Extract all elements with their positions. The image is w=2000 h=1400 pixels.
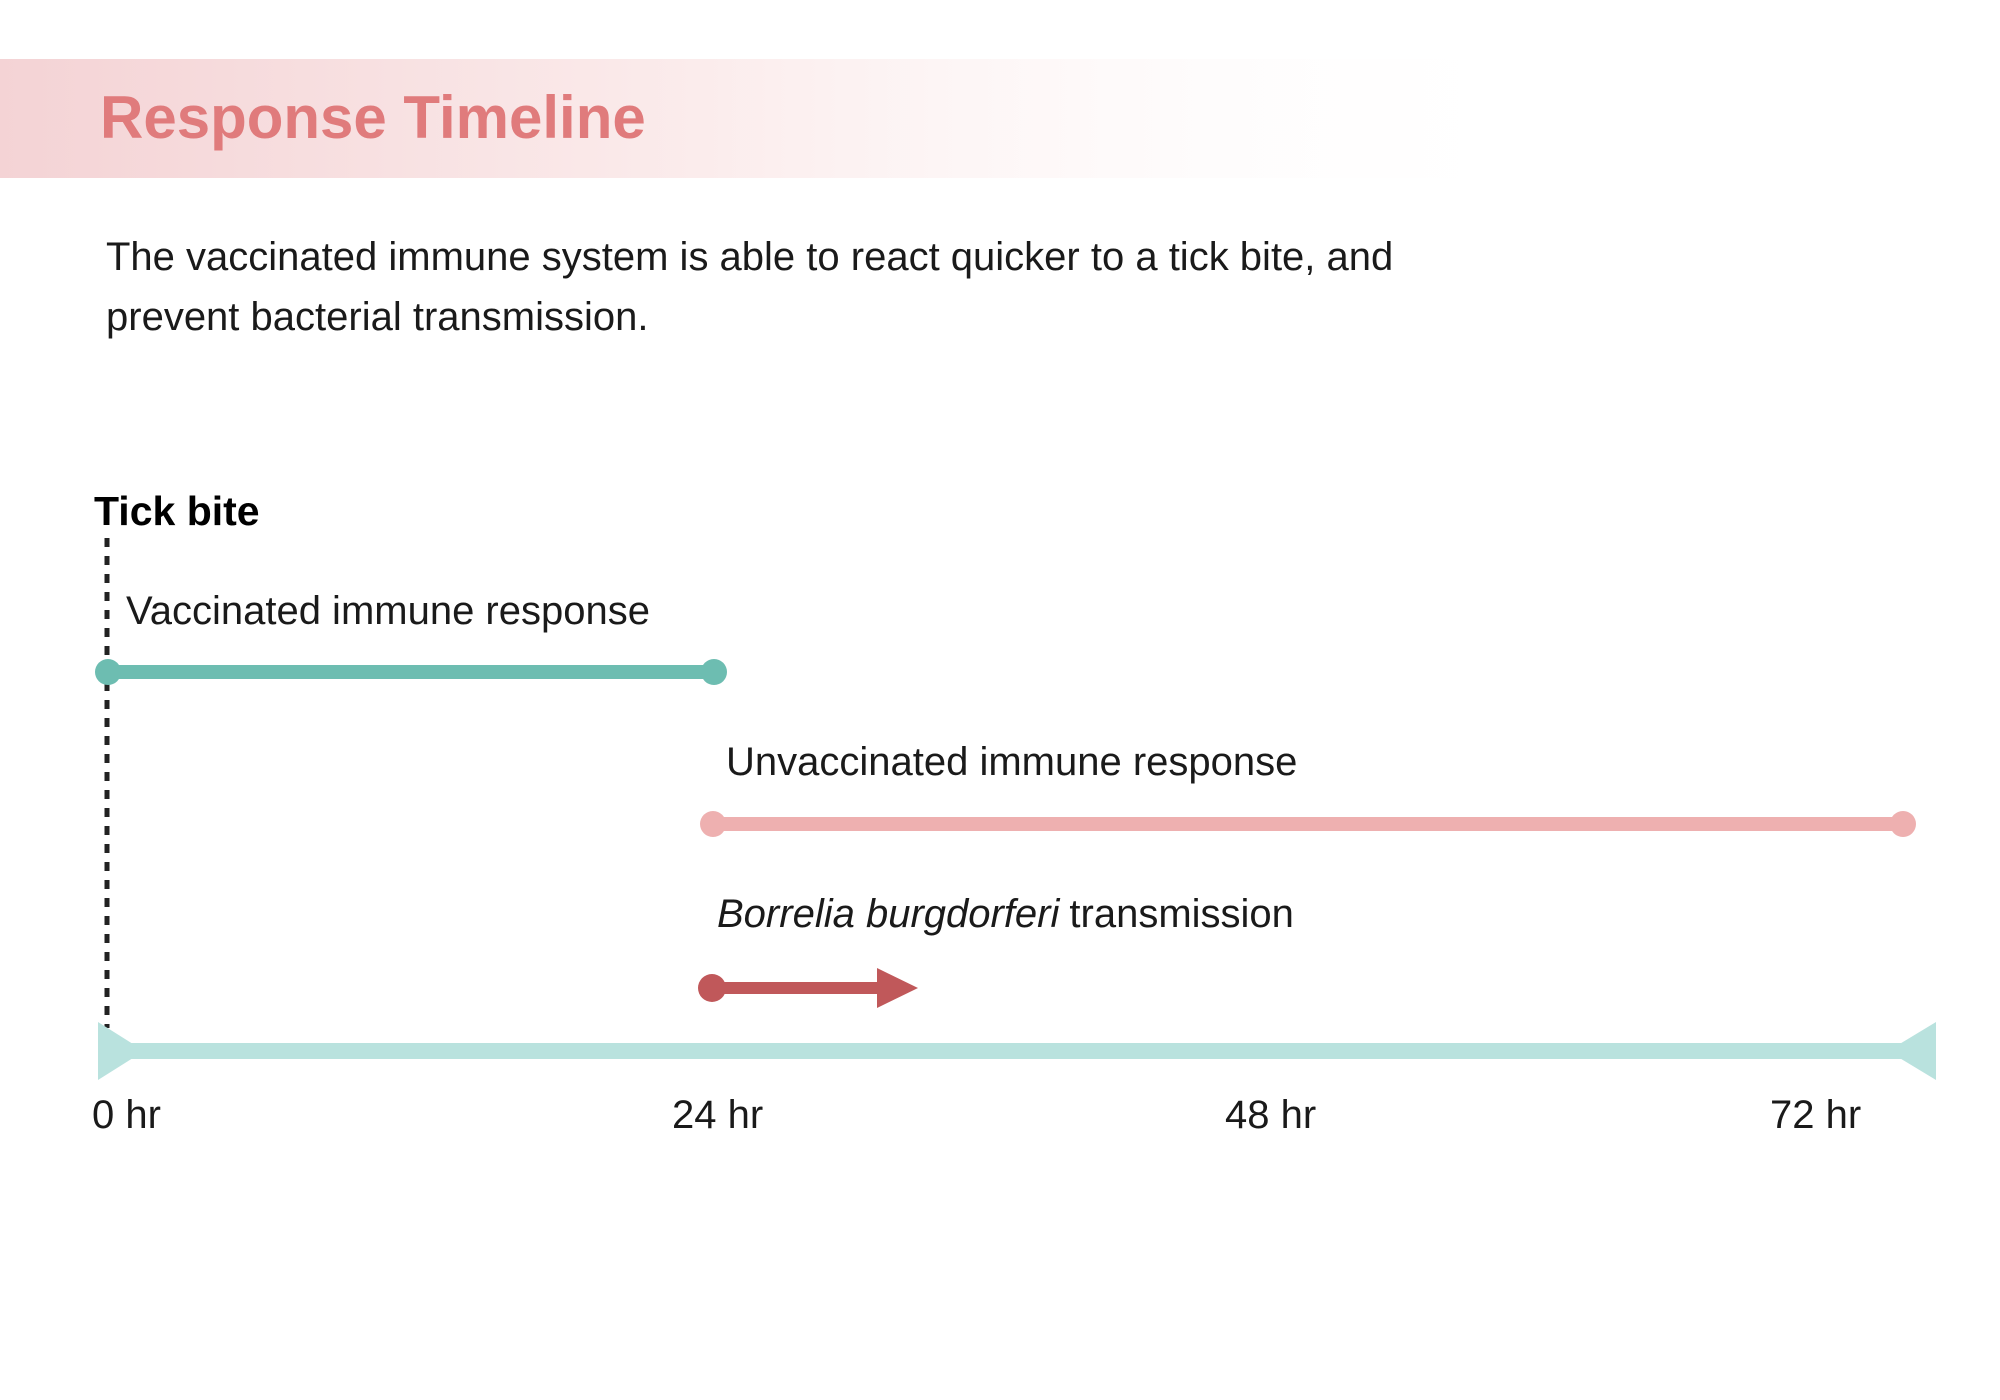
tick-label: 48 hr [1225,1093,1316,1137]
unvaccinated-label: Unvaccinated immune response [726,740,1297,784]
arrow-start [698,974,726,1002]
organism-name: Borrelia burgdorferi [717,892,1060,936]
tick-label: 24 hr [672,1093,763,1137]
axis-end [98,1022,144,1080]
tick-label: 0 hr [92,1093,161,1137]
title: Response Timeline [100,84,646,151]
bar-end [1890,811,1916,837]
arrow-head [877,968,918,1008]
header-band [0,59,1560,178]
bar-end [701,659,727,685]
bar-end [700,811,726,837]
bar-end [95,659,121,685]
vaccinated-label: Vaccinated immune response [126,589,650,633]
transmission-label: Borrelia burgdorferi transmission [717,892,1294,936]
description-line: prevent bacterial transmission. [106,295,648,339]
transmission-word: transmission [1069,892,1294,936]
tick-label: 72 hr [1770,1093,1861,1137]
description-line: The vaccinated immune system is able to … [106,235,1393,279]
marker-label: Tick bite [94,488,260,534]
axis-end [1888,1022,1936,1080]
